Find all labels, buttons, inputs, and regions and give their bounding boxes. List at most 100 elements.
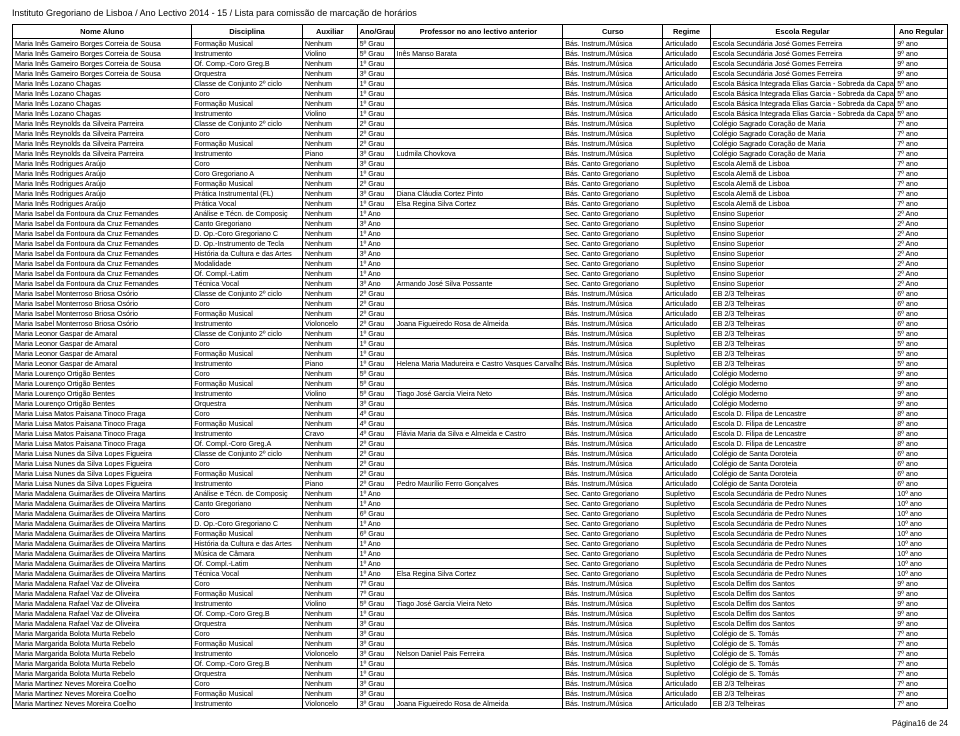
table-cell: Nenhum [302,89,357,99]
table-cell: Maria Madalena Rafael Vaz de Oliveira [13,609,192,619]
table-cell: 9º ano [895,599,948,609]
table-cell: 3º Grau [357,619,394,629]
table-cell: Supletivo [663,119,710,129]
table-cell: Nenhum [302,409,357,419]
table-row: Maria Isabel Monterroso Briosa OsórioCla… [13,289,948,299]
table-cell: Bás. Instrum./Música [563,289,663,299]
table-cell: 3º Grau [357,149,394,159]
table-cell: 5º ano [895,109,948,119]
table-cell: Maria Isabel Monterroso Briosa Osório [13,299,192,309]
table-cell: Escola Secundária de Pedro Nunes [710,489,894,499]
table-cell: Bás. Instrum./Música [563,589,663,599]
table-cell [394,349,563,359]
table-cell: Supletivo [663,599,710,609]
table-cell: Maria Madalena Rafael Vaz de Oliveira [13,619,192,629]
table-cell: 3º Grau [357,649,394,659]
table-cell: Escola D. Filipa de Lencastre [710,439,894,449]
table-cell: 10º ano [895,539,948,549]
table-cell: 6º ano [895,469,948,479]
table-cell: Nenhum [302,459,357,469]
table-cell: Bás. Instrum./Música [563,579,663,589]
table-cell: 7º ano [895,199,948,209]
table-cell: Colégio de Santa Doroteia [710,459,894,469]
table-cell: Nenhum [302,639,357,649]
table-cell: Colégio de S. Tomás [710,669,894,679]
table-cell: Articulado [663,309,710,319]
table-cell: Maria Isabel Monterroso Briosa Osório [13,319,192,329]
table-cell: 10º ano [895,559,948,569]
table-cell: Maria Isabel da Fontoura da Cruz Fernand… [13,209,192,219]
table-cell: 1º Ano [357,549,394,559]
table-cell: Maria Isabel da Fontoura da Cruz Fernand… [13,249,192,259]
table-cell: Piano [302,479,357,489]
table-cell: 7º ano [895,679,948,689]
table-cell: Ensino Superior [710,259,894,269]
table-cell: Maria Lourenço Ortigão Bentes [13,399,192,409]
table-row: Maria Madalena Rafael Vaz de OliveiraIns… [13,599,948,609]
table-cell: Nenhum [302,209,357,219]
table-cell [394,89,563,99]
table-cell: 5º Grau [357,599,394,609]
table-cell [394,439,563,449]
col-header-professor: Professor no ano lectivo anterior [394,25,563,39]
table-cell: Nenhum [302,59,357,69]
table-row: Maria Luisa Nunes da Silva Lopes Figueir… [13,459,948,469]
table-cell: Maria Isabel Monterroso Briosa Osório [13,289,192,299]
table-cell: Bás. Instrum./Música [563,379,663,389]
table-cell: 6º ano [895,479,948,489]
table-cell: Prática Vocal [192,199,303,209]
table-cell: Bás. Instrum./Música [563,89,663,99]
table-cell: 7º ano [895,669,948,679]
table-cell [394,469,563,479]
table-cell: Nenhum [302,189,357,199]
table-cell: 7º Grau [357,579,394,589]
table-cell: Colégio de Santa Doroteia [710,449,894,459]
table-row: Maria Inês Rodrigues AraújoCoroNenhum3º … [13,159,948,169]
table-cell: 9º ano [895,69,948,79]
table-cell: 1º Grau [357,659,394,669]
table-cell: Classe de Conjunto 2º ciclo [192,449,303,459]
table-cell: Articulado [663,419,710,429]
table-cell: Bás. Instrum./Música [563,409,663,419]
table-cell: Maria Madalena Guimarães de Oliveira Mar… [13,529,192,539]
table-row: Maria Madalena Guimarães de Oliveira Mar… [13,569,948,579]
table-cell: Nenhum [302,179,357,189]
table-cell: Escola Básica Integrada Elias Garcia - S… [710,99,894,109]
table-cell: 3º Ano [357,279,394,289]
table-cell: Nenhum [302,589,357,599]
col-header-escola: Escola Regular [710,25,894,39]
table-cell: Bás. Canto Gregoriano [563,189,663,199]
table-row: Maria Leonor Gaspar de AmaralFormação Mu… [13,349,948,359]
table-cell: Bás. Instrum./Música [563,109,663,119]
table-cell: Bás. Instrum./Música [563,649,663,659]
table-cell: Bás. Instrum./Música [563,149,663,159]
table-cell: Supletivo [663,339,710,349]
table-cell: Nenhum [302,669,357,679]
table-cell: EB 2/3 Telheiras [710,699,894,709]
table-cell: Escola Básica Integrada Elias Garcia - S… [710,89,894,99]
table-cell: Nenhum [302,509,357,519]
table-cell [394,529,563,539]
table-cell: 2º Grau [357,299,394,309]
table-cell [394,269,563,279]
table-cell [394,499,563,509]
table-cell: Supletivo [663,539,710,549]
table-cell [394,299,563,309]
table-cell [394,409,563,419]
table-cell: 6º Grau [357,509,394,519]
table-cell: Of. Comp.-Coro Greg.B [192,659,303,669]
col-header-nome: Nome Aluno [13,25,192,39]
table-row: Maria Madalena Guimarães de Oliveira Mar… [13,499,948,509]
table-cell: 5º ano [895,339,948,349]
table-cell [394,399,563,409]
table-cell [394,639,563,649]
table-cell [394,309,563,319]
table-cell [394,229,563,239]
table-cell: Bás. Instrum./Música [563,669,663,679]
table-cell: Sec. Canto Gregoriano [563,499,663,509]
table-cell: Colégio de S. Tomás [710,629,894,639]
table-cell: Bás. Instrum./Música [563,609,663,619]
table-row: Maria Inês Rodrigues AraújoPrática Vocal… [13,199,948,209]
table-cell [394,659,563,669]
table-cell: 1º Ano [357,269,394,279]
